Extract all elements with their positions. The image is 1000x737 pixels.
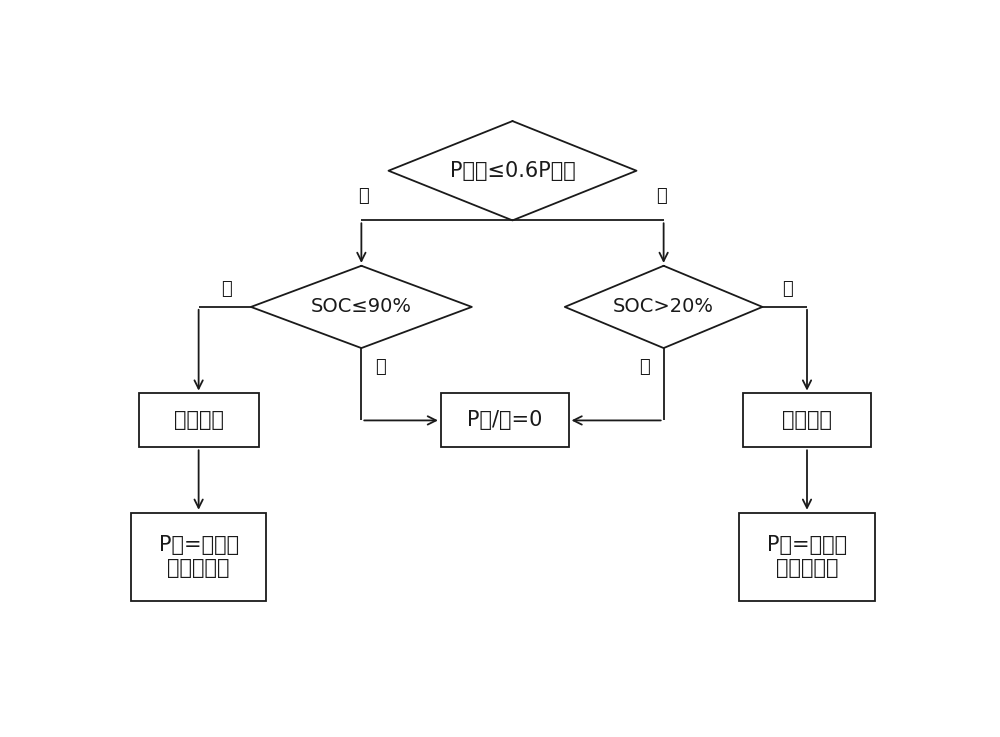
Text: 是: 是 bbox=[782, 280, 793, 298]
Text: P充=预设最
大充电功率: P充=预设最 大充电功率 bbox=[159, 535, 239, 579]
Bar bbox=[743, 394, 871, 447]
Text: P负荷≤0.6P需量: P负荷≤0.6P需量 bbox=[450, 161, 575, 181]
Text: 否: 否 bbox=[656, 187, 667, 206]
Text: 否: 否 bbox=[375, 358, 386, 377]
Text: 是: 是 bbox=[358, 187, 369, 206]
Bar bbox=[139, 394, 259, 447]
Text: P充/放=0: P充/放=0 bbox=[467, 411, 542, 430]
Text: SOC≤90%: SOC≤90% bbox=[311, 298, 412, 316]
Text: 否: 否 bbox=[639, 358, 650, 377]
Text: 计划充电: 计划充电 bbox=[174, 411, 224, 430]
Text: 计划放电: 计划放电 bbox=[782, 411, 832, 430]
Text: SOC>20%: SOC>20% bbox=[613, 298, 714, 316]
Bar bbox=[441, 394, 569, 447]
Bar bbox=[131, 513, 266, 601]
Bar bbox=[739, 513, 875, 601]
Text: P放=预设最
大放电功率: P放=预设最 大放电功率 bbox=[767, 535, 847, 579]
Text: 是: 是 bbox=[221, 280, 232, 298]
